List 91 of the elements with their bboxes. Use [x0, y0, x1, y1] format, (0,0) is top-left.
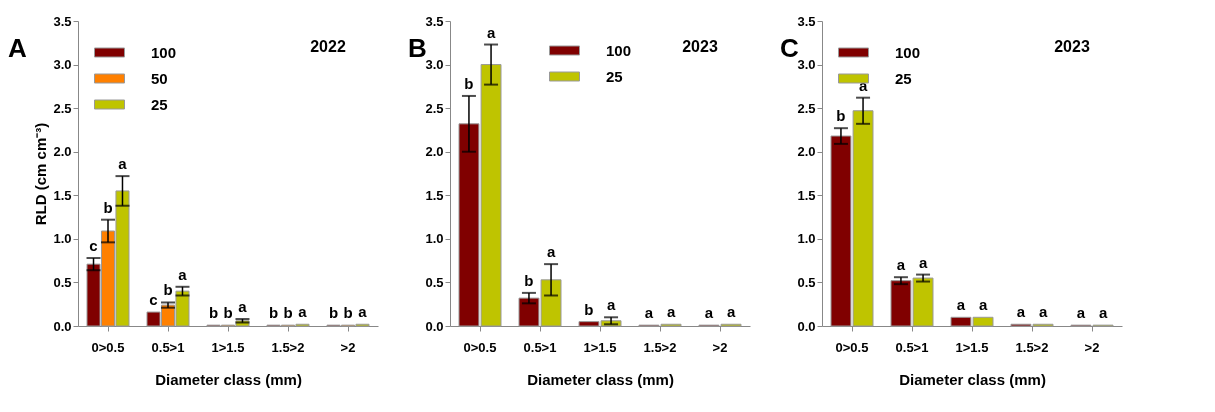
data-label: b — [283, 304, 293, 322]
data-label: c — [149, 291, 158, 309]
x-tick-label: 0>0.5 — [91, 339, 125, 355]
data-label: b — [223, 304, 233, 322]
data-label: a — [918, 253, 928, 271]
y-tick-label: 2.0 — [53, 144, 72, 160]
y-tick-label: 2.5 — [797, 100, 816, 116]
data-label: a — [1038, 303, 1048, 321]
y-tick-label: 0.5 — [425, 274, 444, 290]
y-tick-label: 1.0 — [53, 231, 72, 247]
y-tick-label: 1.5 — [53, 187, 72, 203]
y-tick-label: 0.0 — [797, 318, 816, 334]
data-label: a — [644, 304, 654, 322]
x-tick-label: >2 — [340, 339, 356, 355]
x-tick-label: 0>0.5 — [463, 339, 497, 355]
y-tick-label: 0.5 — [797, 274, 816, 290]
x-axis-title: Diameter class (mm) — [899, 370, 1046, 388]
data-label: b — [208, 304, 219, 322]
annotation: 2023 — [1054, 38, 1090, 55]
y-axis-title: RLD (cm cm⁻³) — [32, 122, 50, 226]
y-tick-label: 1.5 — [797, 187, 816, 203]
legend-label: 50 — [151, 69, 168, 87]
data-label: a — [238, 298, 248, 316]
y-tick-label: 2.5 — [425, 100, 444, 116]
legend-label: 100 — [895, 43, 921, 61]
data-label: a — [978, 296, 988, 314]
legend-label: 100 — [606, 41, 632, 59]
legend-label: 100 — [151, 43, 177, 61]
data-label: b — [268, 304, 279, 322]
data-label: a — [546, 243, 556, 261]
x-tick-label: 1>1.5 — [583, 339, 617, 355]
data-label: a — [896, 256, 906, 274]
legend-label: 25 — [895, 69, 912, 87]
data-label: a — [178, 265, 188, 283]
legend-label: 25 — [151, 95, 168, 113]
text: C — [780, 33, 799, 63]
data-label: a — [486, 23, 496, 41]
x-tick-label: 1.5>2 — [643, 339, 677, 355]
text: A — [8, 33, 27, 63]
data-label: a — [358, 303, 368, 321]
y-tick-label: 0.5 — [53, 274, 72, 290]
data-label: b — [163, 281, 173, 299]
data-label: b — [836, 107, 846, 125]
y-tick-label: 3.0 — [53, 57, 72, 73]
data-label: a — [704, 304, 714, 322]
x-tick-label: 0.5>1 — [151, 339, 185, 355]
y-tick-label: 3.5 — [425, 13, 444, 29]
data-label: a — [956, 296, 966, 314]
data-label: a — [858, 76, 868, 94]
data-label: a — [726, 303, 736, 321]
x-tick-label: >2 — [712, 339, 728, 355]
x-tick-label: 1.5>2 — [1015, 339, 1049, 355]
data-label: b — [328, 304, 339, 322]
data-label: a — [666, 303, 676, 321]
x-tick-label: 0.5>1 — [895, 339, 929, 355]
x-tick-label: 1>1.5 — [211, 339, 245, 355]
legend-label: 25 — [606, 67, 623, 85]
y-tick-label: 2.0 — [797, 144, 816, 160]
data-label: a — [1076, 304, 1086, 322]
data-label: a — [1016, 303, 1026, 321]
y-tick-label: 3.0 — [425, 57, 444, 73]
x-tick-label: 1.5>2 — [271, 339, 305, 355]
y-tick-label: 1.0 — [797, 231, 816, 247]
data-label: b — [103, 198, 113, 216]
data-label: a — [118, 155, 128, 173]
y-tick-label: 0.0 — [425, 318, 444, 334]
data-label: b — [524, 271, 534, 289]
y-tick-label: 0.0 — [53, 318, 72, 334]
data-label: b — [343, 304, 353, 322]
annotation: 2023 — [682, 38, 718, 55]
y-tick-label: 3.0 — [797, 57, 816, 73]
x-tick-label: 1>1.5 — [955, 339, 989, 355]
data-label: a — [1098, 304, 1108, 322]
x-tick-label: 0>0.5 — [835, 339, 869, 355]
x-tick-label: >2 — [1084, 339, 1100, 355]
data-label: a — [606, 296, 616, 314]
data-label: a — [298, 303, 308, 321]
y-tick-label: 3.5 — [53, 13, 72, 29]
data-label: b — [584, 300, 594, 318]
x-axis-title: Diameter class (mm) — [155, 370, 302, 388]
x-tick-label: 0.5>1 — [523, 339, 557, 355]
data-label: c — [89, 237, 98, 255]
x-axis-title: Diameter class (mm) — [527, 370, 674, 388]
y-tick-label: 2.5 — [53, 100, 72, 116]
y-tick-label: 2.0 — [425, 144, 444, 160]
text: B — [408, 33, 427, 63]
annotation: 2022 — [310, 38, 346, 55]
y-tick-label: 1.5 — [425, 187, 444, 203]
data-label: b — [464, 74, 474, 92]
y-tick-label: 3.5 — [797, 13, 816, 29]
y-tick-label: 1.0 — [425, 231, 444, 247]
